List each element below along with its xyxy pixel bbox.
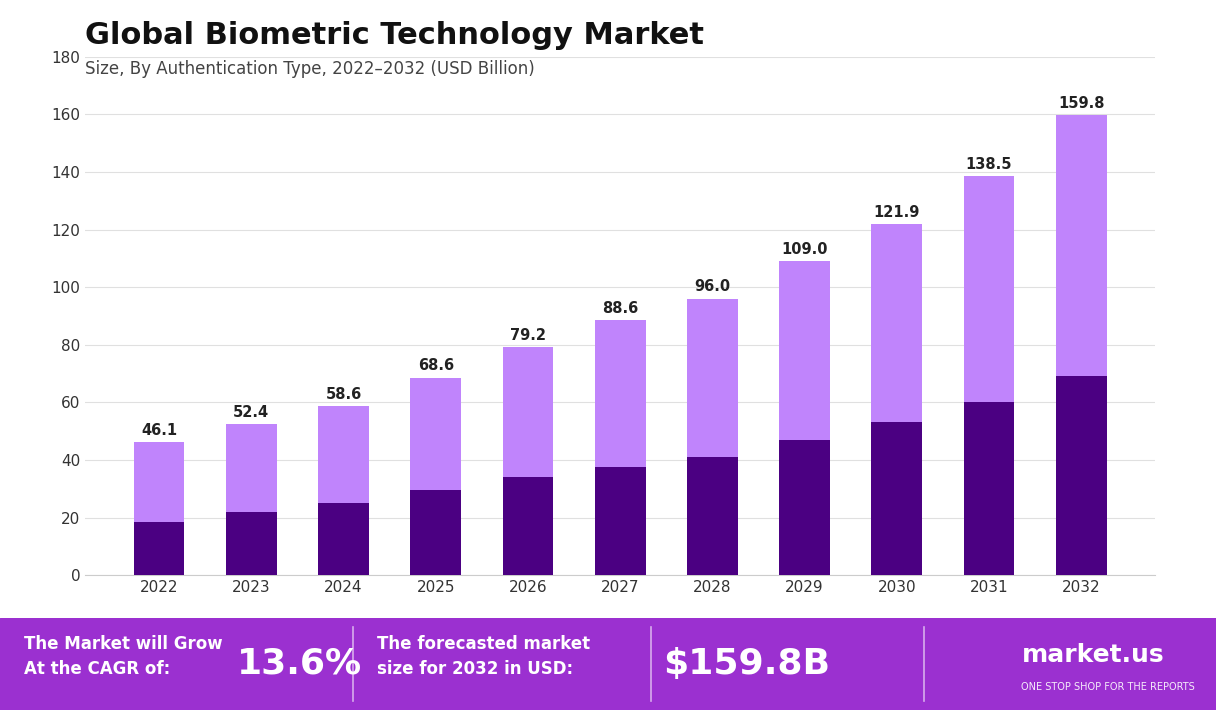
Bar bbox=[502, 477, 553, 575]
Bar bbox=[963, 176, 1014, 403]
Text: 138.5: 138.5 bbox=[966, 157, 1012, 172]
Bar bbox=[319, 503, 368, 575]
Text: $159.8B: $159.8B bbox=[663, 647, 829, 681]
Text: The forecasted market
size for 2032 in USD:: The forecasted market size for 2032 in U… bbox=[377, 635, 590, 678]
Bar bbox=[502, 347, 553, 477]
Bar bbox=[134, 522, 185, 575]
Bar bbox=[410, 378, 461, 490]
Text: Global Biometric Technology Market: Global Biometric Technology Market bbox=[85, 21, 704, 50]
Bar bbox=[410, 490, 461, 575]
Text: 121.9: 121.9 bbox=[873, 204, 921, 220]
Text: The Market will Grow
At the CAGR of:: The Market will Grow At the CAGR of: bbox=[24, 635, 223, 678]
Text: 109.0: 109.0 bbox=[782, 242, 828, 257]
Text: ONE STOP SHOP FOR THE REPORTS: ONE STOP SHOP FOR THE REPORTS bbox=[1021, 682, 1195, 692]
Text: 88.6: 88.6 bbox=[602, 300, 638, 316]
Bar bbox=[226, 424, 277, 512]
Bar bbox=[319, 406, 368, 503]
Bar bbox=[595, 320, 646, 467]
Text: 13.6%: 13.6% bbox=[237, 647, 362, 681]
Text: 68.6: 68.6 bbox=[417, 359, 454, 373]
Bar bbox=[779, 439, 831, 575]
Bar bbox=[134, 442, 185, 522]
Text: 79.2: 79.2 bbox=[510, 328, 546, 343]
Text: market.us: market.us bbox=[1021, 643, 1164, 667]
Bar bbox=[1055, 115, 1107, 376]
Bar bbox=[872, 422, 922, 575]
Bar bbox=[226, 512, 277, 575]
Bar bbox=[963, 403, 1014, 575]
Text: Size, By Authentication Type, 2022–2032 (USD Billion): Size, By Authentication Type, 2022–2032 … bbox=[85, 60, 535, 78]
Text: 96.0: 96.0 bbox=[694, 279, 731, 295]
Text: 52.4: 52.4 bbox=[233, 405, 270, 420]
Text: 58.6: 58.6 bbox=[326, 387, 361, 402]
Text: 46.1: 46.1 bbox=[141, 423, 178, 438]
Bar bbox=[595, 467, 646, 575]
Bar bbox=[687, 299, 738, 457]
Bar bbox=[872, 224, 922, 422]
Text: 159.8: 159.8 bbox=[1058, 96, 1104, 111]
Bar bbox=[687, 457, 738, 575]
Bar bbox=[1055, 376, 1107, 575]
Bar bbox=[779, 261, 831, 439]
